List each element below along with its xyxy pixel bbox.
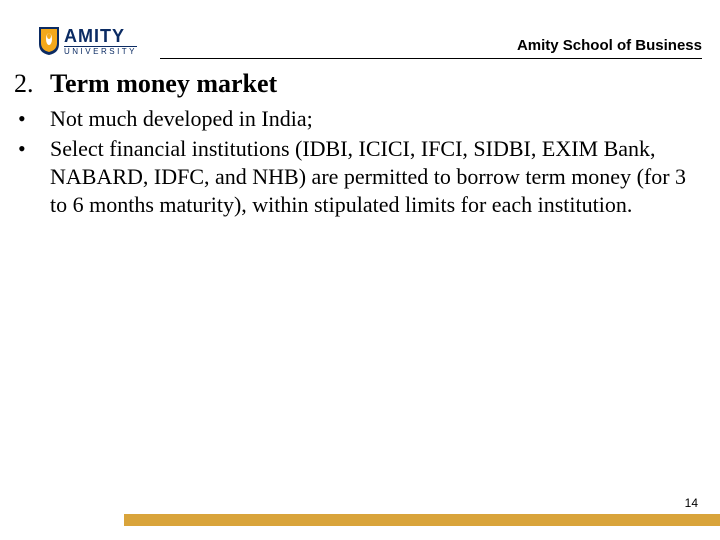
logo-crest-icon bbox=[38, 26, 60, 56]
page-number: 14 bbox=[685, 496, 698, 510]
bullet-icon: • bbox=[10, 135, 50, 163]
bullet-icon: • bbox=[10, 105, 50, 133]
list-item: • Select financial institutions (IDBI, I… bbox=[10, 135, 702, 219]
logo-name: AMITY bbox=[64, 27, 137, 45]
heading-text: Term money market bbox=[50, 69, 277, 99]
list-item: • Not much developed in India; bbox=[10, 105, 702, 133]
heading-row: 2. Term money market bbox=[10, 69, 702, 99]
footer-bar bbox=[124, 514, 720, 526]
logo-text: AMITY UNIVERSITY bbox=[64, 27, 137, 56]
bullet-text: Select financial institutions (IDBI, ICI… bbox=[50, 135, 702, 219]
logo-subtitle: UNIVERSITY bbox=[64, 46, 137, 56]
bullet-text: Not much developed in India; bbox=[50, 105, 702, 133]
school-name: Amity School of Business bbox=[517, 37, 702, 56]
heading-number: 2. bbox=[10, 69, 50, 99]
bullet-list: • Not much developed in India; • Select … bbox=[10, 105, 702, 219]
slide-body: 2. Term money market • Not much develope… bbox=[0, 59, 720, 219]
slide-header: AMITY UNIVERSITY Amity School of Busines… bbox=[0, 0, 720, 56]
amity-logo: AMITY UNIVERSITY bbox=[38, 26, 137, 56]
